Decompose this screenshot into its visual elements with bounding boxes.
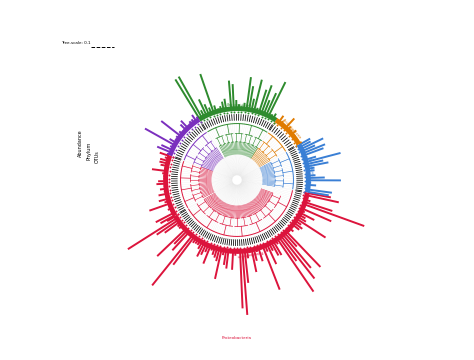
Text: Proteobacteria: Proteobacteria [222,336,252,340]
Text: Abundance: Abundance [78,129,83,157]
Text: Tree-scale: 0.1: Tree-scale: 0.1 [61,41,91,45]
Text: Bacteroidetes: Bacteroidetes [227,103,252,108]
Text: Firmicutes: Firmicutes [307,158,314,177]
Text: Planctomycetes: Planctomycetes [171,118,193,142]
Text: OTUs: OTUs [95,150,100,163]
Text: Actinobacteria: Actinobacteria [281,118,302,140]
Text: Proteobacteria: Proteobacteria [237,249,264,257]
Text: Phylum: Phylum [87,142,92,160]
